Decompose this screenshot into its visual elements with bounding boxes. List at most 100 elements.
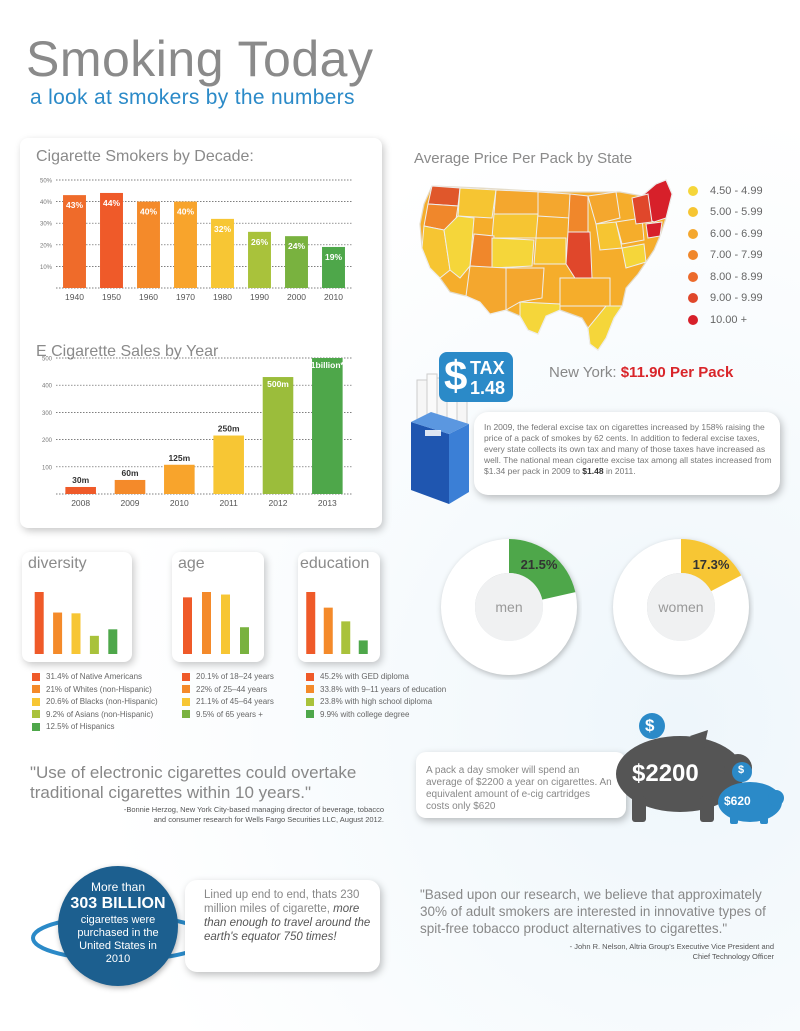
y-tick-label: 300 — [42, 411, 53, 417]
education-legend: 45.2% with GED diploma 33.8% with 9–11 ye… — [306, 672, 456, 722]
map-legend-label: 6.00 - 6.99 — [710, 227, 763, 240]
donut-slice — [681, 539, 742, 592]
bar — [202, 592, 211, 654]
map-legend-label: 9.00 - 9.99 — [710, 292, 763, 305]
y-tick-label: 10% — [40, 265, 53, 271]
map-legend-dot — [688, 271, 698, 282]
donut-center-label: women — [657, 599, 703, 615]
x-tick-label: 2013 — [318, 498, 337, 508]
legend-swatch — [32, 710, 40, 718]
y-tick-label: 30% — [40, 222, 53, 228]
page-subtitle: a look at smokers by the numbers — [30, 86, 355, 109]
billion-big: 303 BILLION — [70, 895, 166, 912]
legend-swatch — [306, 685, 314, 693]
bar-value-label: 24% — [288, 241, 305, 251]
piggy-bank-icon — [616, 713, 784, 824]
legend-label: 21.1% of 45–64 years — [196, 697, 274, 706]
y-tick-label: 200 — [42, 438, 53, 444]
legend-swatch — [32, 697, 40, 706]
x-tick-label: 2008 — [71, 498, 90, 508]
legend-item: 22% of 25–44 years — [182, 685, 302, 694]
legend-label: 12.5% of Hispanics — [46, 722, 115, 731]
x-tick-label: 1950 — [102, 292, 121, 302]
ecig-bar-chart: 500 400 300 200 100 30m 2008 60m 2009 125m 2010 250… — [42, 357, 352, 508]
map-legend-item: 10.00 + — [688, 309, 788, 331]
bar — [34, 592, 44, 654]
legend-item: 9.9% with college degree — [306, 710, 456, 719]
bar-value-label: 19% — [325, 252, 342, 262]
lined-up-text: Lined up end to end, thats 230 million m… — [204, 888, 374, 944]
map-legend-label: 4.50 - 4.99 — [710, 184, 763, 197]
map-legend-item: 4.50 - 4.99 — [688, 180, 788, 202]
legend-item: 20.1% of 18–24 years — [182, 672, 302, 681]
bar-value-label: 30m — [72, 475, 89, 485]
small-coin-icon — [732, 762, 752, 782]
x-tick-label: 2009 — [121, 498, 140, 508]
quote-ecig: "Use of electronic cigarettes could over… — [30, 763, 357, 802]
map-legend: 4.50 - 4.99 5.00 - 5.99 6.00 - 6.99 7.00 - … — [688, 180, 788, 331]
map-legend-dot — [688, 185, 698, 196]
map-legend-item: 8.00 - 8.99 — [688, 266, 788, 288]
map-legend-dot — [688, 228, 698, 239]
y-tick-label: 40% — [40, 200, 53, 206]
lined-up-box — [185, 880, 380, 972]
bar — [213, 435, 244, 494]
y-tick-label: 400 — [42, 384, 53, 390]
bar — [240, 627, 249, 654]
diversity-legend: 31.4% of Native Americans 21% of Whites (… — [32, 672, 172, 735]
bar — [63, 195, 86, 288]
x-tick-label: 2000 — [287, 292, 306, 302]
tax-badge-dollar: $ — [444, 352, 468, 399]
bar — [322, 246, 345, 288]
legend-swatch — [32, 722, 40, 731]
bar — [65, 486, 96, 494]
legend-swatch — [306, 710, 314, 718]
legend-item: 23.8% with high school diploma — [306, 697, 456, 706]
legend-item: 45.2% with GED diploma — [306, 672, 456, 681]
map-title: Average Price Per Pack by State — [414, 150, 633, 167]
bar — [262, 377, 294, 494]
bar-value-label: 125m — [168, 453, 190, 463]
legend-label: 33.8% with 9–11 years of education — [320, 684, 447, 694]
chart-title-decade: Cigarette Smokers by Decade: — [36, 148, 254, 165]
legend-label: 23.8% with high school diploma — [320, 697, 433, 706]
bar — [285, 236, 308, 288]
legend-item: 21.1% of 45–64 years — [182, 697, 302, 706]
tax-paragraph: In 2009, the federal excise tax on cigar… — [484, 422, 772, 477]
donut-value-label: 17.3% — [693, 557, 730, 572]
small-coin-dollar: $ — [738, 764, 745, 776]
diversity-title: diversity — [28, 555, 87, 572]
diversity-bar-chart — [34, 592, 118, 654]
map-legend-label: 8.00 - 8.99 — [710, 270, 763, 283]
map-legend-dot — [688, 314, 698, 325]
map-legend-label: 10.00 + — [710, 313, 748, 326]
bar — [114, 479, 146, 494]
globe-circle — [58, 866, 178, 986]
bar — [53, 612, 63, 654]
tax-info-box — [474, 412, 780, 495]
legend-item: 9.2% of Asians (non-Hispanic) — [32, 710, 172, 719]
donut-hole — [647, 573, 715, 641]
bar-value-label: 26% — [251, 237, 268, 247]
tax-text-1: In 2009, the federal excise tax on cigar… — [484, 422, 772, 476]
bar — [183, 597, 192, 654]
bar — [248, 231, 271, 288]
x-tick-label: 2012 — [269, 498, 288, 508]
legend-swatch — [182, 710, 190, 718]
map-legend-dot — [688, 207, 698, 218]
x-tick-label: 2010 — [324, 292, 343, 302]
decade-bar-chart: 50% 40% 30% 20% 10% 43% 1940 44% 1950 40% 1960 40% 1… — [40, 179, 352, 302]
bar — [341, 621, 351, 654]
map-legend-item: 7.00 - 7.99 — [688, 245, 788, 267]
quote-altria-attribution: - John R. Nelson, Altria Group's Executi… — [569, 942, 774, 961]
map-legend-label: 7.00 - 7.99 — [710, 249, 763, 262]
map-legend-dot — [688, 293, 698, 304]
lined-up-emphasis: more than enough to travel around the ea… — [204, 903, 371, 943]
bar — [89, 635, 99, 654]
y-tick-label: 50% — [40, 179, 53, 185]
y-tick-label: 500 — [42, 357, 53, 363]
quote-altria: "Based upon our research, we believe tha… — [420, 887, 766, 936]
x-tick-label: 1980 — [213, 292, 232, 302]
map-legend-dot — [688, 250, 698, 261]
legend-item: 20.6% of Blacks (non-Hispanic) — [32, 697, 172, 706]
